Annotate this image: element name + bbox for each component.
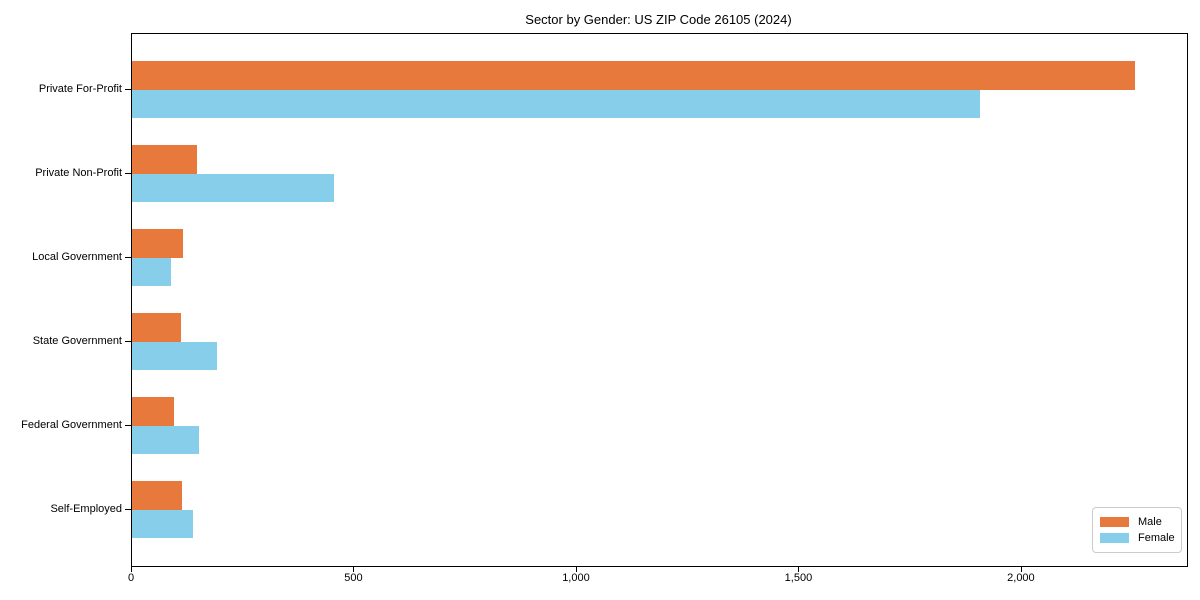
legend-label-male: Male <box>1138 516 1162 528</box>
bar-female-state-government <box>132 341 217 370</box>
y-tick-federal-government <box>125 424 131 426</box>
bar-female-federal-government <box>132 425 199 454</box>
legend-item-male: Male <box>1100 514 1173 530</box>
legend: Male Female <box>1092 507 1182 553</box>
x-tick-500 <box>353 567 355 572</box>
x-label-1500: 1,500 <box>784 572 813 584</box>
bar-female-private-non-profit <box>132 173 335 202</box>
x-tick-1000 <box>575 567 577 572</box>
bar-female-local-government <box>132 257 172 286</box>
x-label-2000: 2,000 <box>1007 572 1035 584</box>
y-label-federal-government: Federal Government <box>21 418 122 431</box>
bar-male-private-for-profit <box>132 61 1136 90</box>
bar-male-local-government <box>132 229 184 258</box>
y-tick-local-government <box>125 256 131 258</box>
y-tick-state-government <box>125 340 131 342</box>
y-label-self-employed: Self-Employed <box>50 502 122 515</box>
bar-male-self-employed <box>132 481 183 510</box>
legend-label-female: Female <box>1138 532 1175 544</box>
x-tick-1500 <box>798 567 800 572</box>
y-label-local-government: Local Government <box>32 250 122 263</box>
x-label-1000: 1,000 <box>562 572 590 584</box>
y-tick-private-non-profit <box>125 172 131 174</box>
x-label-0: 0 <box>127 572 135 584</box>
legend-item-female: Female <box>1100 530 1175 546</box>
bar-male-federal-government <box>132 397 175 426</box>
y-label-state-government: State Government <box>32 334 122 347</box>
x-label-500: 500 <box>344 572 363 584</box>
y-tick-self-employed <box>125 508 131 510</box>
bar-female-private-for-profit <box>132 89 980 118</box>
y-label-private-non-profit: Private Non-Profit <box>35 166 122 179</box>
bar-male-state-government <box>132 313 181 342</box>
x-tick-0 <box>131 567 132 572</box>
bar-female-self-employed <box>132 509 194 538</box>
bar-male-private-non-profit <box>132 145 197 174</box>
female-swatch <box>1100 533 1129 543</box>
y-tick-private-for-profit <box>125 88 131 90</box>
plot-area: Male Female <box>131 33 1188 567</box>
male-swatch <box>1100 517 1129 527</box>
x-tick-2000 <box>1020 567 1022 572</box>
chart-title: Sector by Gender: US ZIP Code 26105 (202… <box>525 12 792 27</box>
y-label-private-for-profit: Private For-Profit <box>38 82 122 95</box>
